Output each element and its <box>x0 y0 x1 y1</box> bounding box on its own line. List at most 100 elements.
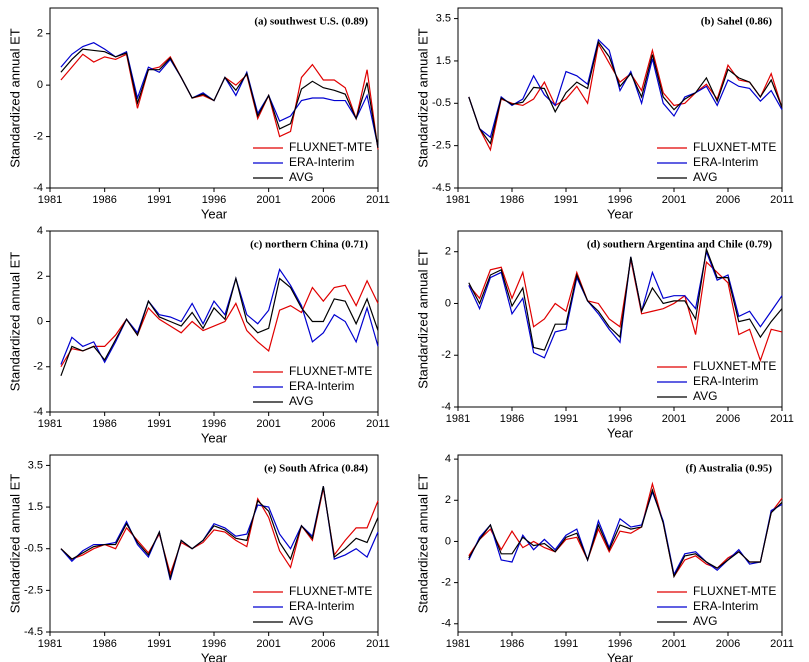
x-tick-label: 1996 <box>608 194 632 206</box>
x-axis-label: Year <box>201 206 228 221</box>
y-tick-label: -0.5 <box>432 97 451 109</box>
panel: 1981 1986 1991 1996 2001 2006 2011 -4.5 -2.5 -0.5… <box>7 454 390 662</box>
y-tick-label: 2 <box>445 246 451 258</box>
y-tick-label: 2 <box>37 28 43 40</box>
series-line <box>60 279 379 368</box>
y-tick-label: -2 <box>441 349 451 361</box>
series-line <box>60 48 379 149</box>
legend-label: ERA-Interim <box>693 155 758 169</box>
x-tick-label: 2006 <box>716 413 740 425</box>
legend-label: FLUXNET-MTE <box>693 584 776 598</box>
y-tick-label: 4 <box>445 453 451 465</box>
x-tick-label: 2001 <box>256 638 280 650</box>
x-tick-label: 2006 <box>311 638 335 650</box>
y-tick-label: 2 <box>37 270 43 282</box>
y-tick-label: -4 <box>33 406 43 418</box>
x-tick-label: 1991 <box>554 638 578 650</box>
y-tick-label: -4.5 <box>24 626 43 638</box>
y-tick-label: 0 <box>37 79 43 91</box>
x-tick-label: 1996 <box>608 413 632 425</box>
legend-label: ERA-Interim <box>289 599 354 613</box>
y-tick-label: -0.5 <box>24 543 43 555</box>
x-tick-label: 1986 <box>500 638 524 650</box>
y-tick-label: -4 <box>441 401 451 413</box>
x-tick-label: 1996 <box>202 418 226 430</box>
y-axis-label: Standardized annual ET <box>7 252 22 392</box>
legend-label: FLUXNET-MTE <box>693 140 776 154</box>
series-line <box>468 487 783 579</box>
panel-title: (a) southwest U.S. (0.89) <box>254 16 368 28</box>
legend-label: FLUXNET-MTE <box>289 140 372 154</box>
panel-title: (d) southern Argentina and Chile (0.79) <box>587 239 773 251</box>
x-tick-label: 2011 <box>770 638 794 650</box>
y-tick-label: -4.5 <box>432 182 451 194</box>
x-tick-label: 2006 <box>716 638 740 650</box>
x-tick-label: 2011 <box>366 638 390 650</box>
x-tick-label: 1981 <box>446 638 470 650</box>
y-tick-label: -2 <box>33 130 43 142</box>
x-tick-label: 2011 <box>770 194 794 206</box>
x-tick-label: 1991 <box>554 194 578 206</box>
series-line <box>60 53 379 150</box>
x-tick-label: 1991 <box>147 418 171 430</box>
x-tick-label: 1986 <box>92 638 116 650</box>
y-tick-label: -4 <box>33 182 43 194</box>
panel: 1981 1986 1991 1996 2001 2006 2011 -4 -2 0 2 4 Year S… <box>7 225 389 446</box>
y-tick-label: -2 <box>33 361 43 373</box>
x-axis-label: Year <box>607 425 634 440</box>
x-tick-label: 1986 <box>92 418 116 430</box>
x-tick-label: 1996 <box>202 638 226 650</box>
y-tick-label: -2.5 <box>432 140 451 152</box>
x-tick-label: 2001 <box>662 638 686 650</box>
x-tick-label: 2001 <box>256 194 280 206</box>
panel: 1981 1986 1991 1996 2001 2006 2011 -4 -2 0 2 Year St… <box>7 7 390 221</box>
y-tick-label: 2 <box>445 494 451 506</box>
y-axis-label: Standardized annual ET <box>7 28 22 168</box>
legend-label: AVG <box>289 170 313 184</box>
x-tick-label: 1986 <box>500 194 524 206</box>
y-tick-label: -2.5 <box>24 584 43 596</box>
legend-label: AVG <box>693 389 717 403</box>
legend-label: ERA-Interim <box>693 374 758 388</box>
x-axis-label: Year <box>201 430 228 445</box>
series-line <box>468 481 783 578</box>
series-line <box>468 40 783 145</box>
legend-label: AVG <box>289 394 313 408</box>
series-line <box>468 42 783 152</box>
legend-label: AVG <box>693 614 717 628</box>
x-tick-label: 1991 <box>554 413 578 425</box>
y-tick-label: 0 <box>37 315 43 327</box>
y-tick-label: 1.5 <box>436 55 451 67</box>
y-tick-label: 1.5 <box>28 501 43 513</box>
series-line <box>60 486 379 581</box>
series-line <box>468 490 783 577</box>
y-tick-label: 0 <box>445 297 451 309</box>
x-tick-label: 1996 <box>608 638 632 650</box>
x-tick-label: 1981 <box>38 194 62 206</box>
x-tick-label: 1991 <box>147 638 171 650</box>
y-tick-label: -4 <box>441 618 451 630</box>
legend-label: FLUXNET-MTE <box>289 364 372 378</box>
x-tick-label: 1986 <box>92 194 116 206</box>
x-tick-label: 1996 <box>202 194 226 206</box>
x-tick-label: 2006 <box>311 418 335 430</box>
y-tick-label: 3.5 <box>436 12 451 24</box>
y-axis-label: Standardized annual ET <box>415 28 430 168</box>
x-tick-label: 2011 <box>366 194 390 206</box>
x-tick-label: 2006 <box>716 194 740 206</box>
panel-title: (e) South Africa (0.84) <box>264 463 368 475</box>
x-tick-label: 2001 <box>662 194 686 206</box>
legend-label: AVG <box>289 614 313 628</box>
panel-title: (f) Australia (0.95) <box>686 463 773 475</box>
series-line <box>60 276 379 377</box>
x-axis-label: Year <box>607 650 634 662</box>
panel: 1981 1986 1991 1996 2001 2006 2011 -4.5 -2.5 -0.5… <box>415 7 794 221</box>
x-tick-label: 2011 <box>366 418 390 430</box>
series-line <box>468 259 783 363</box>
y-axis-label: Standardized annual ET <box>415 474 430 614</box>
panel-title: (b) Sahel (0.86) <box>701 16 773 28</box>
y-axis-label: Standardized annual ET <box>415 249 430 389</box>
series-line <box>468 38 783 139</box>
legend-label: FLUXNET-MTE <box>693 359 776 373</box>
